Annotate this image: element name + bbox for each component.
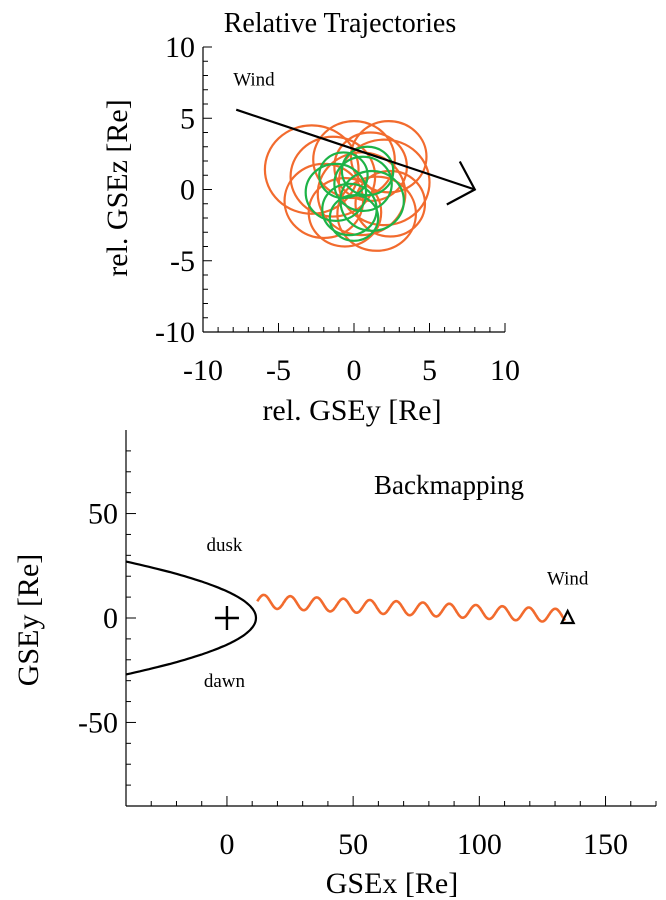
- wind-arrow-shaft: [235, 108, 476, 191]
- x-tick-label: 0: [347, 354, 362, 387]
- relative-trajectories-panel: Relative Trajectories -10 -5 0 5 101050-5-10…: [101, 8, 520, 427]
- wind-arrow-head: [446, 160, 477, 206]
- panel-title-backmapping: Backmapping: [374, 470, 524, 500]
- backmapped-trajectory: [256, 593, 567, 623]
- wind-spacecraft-marker: [559, 608, 576, 625]
- magnetopause-boundary: [125, 560, 258, 676]
- green-trajectory-loop: [339, 169, 405, 232]
- y-tick-label: 0: [180, 174, 195, 207]
- x-tick-label: -10: [183, 354, 223, 387]
- wind-label-backmapping: Wind: [547, 569, 589, 590]
- x-tick-label: 100: [457, 828, 502, 861]
- y-tick-label: -10: [155, 316, 195, 349]
- x-axis-title-backmapping: GSEx [Re]: [326, 867, 458, 900]
- green-trajectory-loop: [304, 162, 368, 222]
- orange-trajectory-loop: [337, 138, 431, 227]
- x-tick-label: 5: [422, 354, 437, 387]
- orange-trajectory-loop: [349, 120, 428, 194]
- x-tick-label: -5: [266, 354, 291, 387]
- y-tick-label: -50: [78, 706, 118, 739]
- green-trajectory-loop: [340, 145, 395, 197]
- wind-label-trajectories: Wind: [233, 69, 275, 90]
- x-tick-label: 0: [219, 828, 234, 861]
- y-tick-label: -5: [170, 245, 195, 278]
- x-axis-title-trajectories: rel. GSEy [Re]: [262, 394, 441, 427]
- dusk-label: dusk: [206, 535, 242, 556]
- y-tick-label: 5: [180, 102, 195, 135]
- x-tick-label: 50: [338, 828, 368, 861]
- y-tick-label: 10: [165, 31, 195, 64]
- x-tick-label: 10: [490, 354, 520, 387]
- orange-trajectory-loop: [307, 177, 383, 248]
- y-tick-label: 50: [88, 498, 118, 531]
- trajectories-axes: -10 -5 0 5 10 10 5 0 -5 -10: [155, 31, 520, 387]
- backmapping-panel: 0 50 100 150 50 0 -50 Backmapping dusk dawn Wi…: [12, 430, 657, 900]
- y-axis-title-trajectories: rel. GSEz [Re]: [101, 99, 134, 276]
- green-trajectory-loop: [318, 151, 369, 200]
- y-axis-title-backmapping: GSEy [Re]: [12, 554, 45, 686]
- panel-title-relative-trajectories: Relative Trajectories: [224, 8, 457, 39]
- wind-direction-arrow: [235, 108, 477, 206]
- backmapping-axes: 0 50 100 150 50 0 -50: [78, 430, 657, 861]
- green-trajectory-loop: [333, 155, 393, 212]
- backmapping-plot-area: [125, 560, 576, 676]
- y-tick-label: 0: [103, 602, 118, 635]
- x-tick-label: 150: [583, 828, 628, 861]
- dawn-label: dawn: [204, 671, 246, 692]
- orange-trajectory-loop: [263, 124, 360, 215]
- orange-trajectory-loop: [354, 169, 427, 238]
- trajectories-plot-area: [263, 119, 431, 252]
